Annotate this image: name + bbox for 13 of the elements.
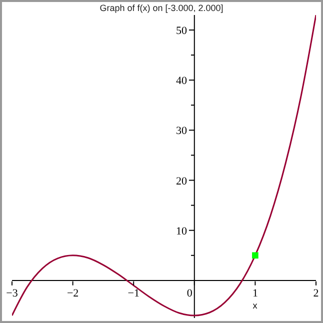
y-tick-label: 30 (176, 125, 188, 138)
x-tick-label: −2 (66, 287, 79, 300)
x-tick-label: 0 (186, 287, 193, 300)
x-tick-label: 1 (252, 287, 258, 300)
x-tick-label: −3 (6, 287, 18, 300)
x-tick-label: 2 (313, 287, 319, 300)
x-axis-title: x (252, 300, 258, 310)
x-tick-label: −1 (128, 287, 140, 300)
y-tick-label: 50 (176, 25, 188, 38)
y-tick-label: 20 (176, 175, 188, 188)
y-tick-label: 40 (176, 75, 188, 88)
chart-title: Graph of f(x) on [-3.000, 2.000] (98, 3, 224, 13)
y-tick-label: 10 (176, 225, 188, 238)
